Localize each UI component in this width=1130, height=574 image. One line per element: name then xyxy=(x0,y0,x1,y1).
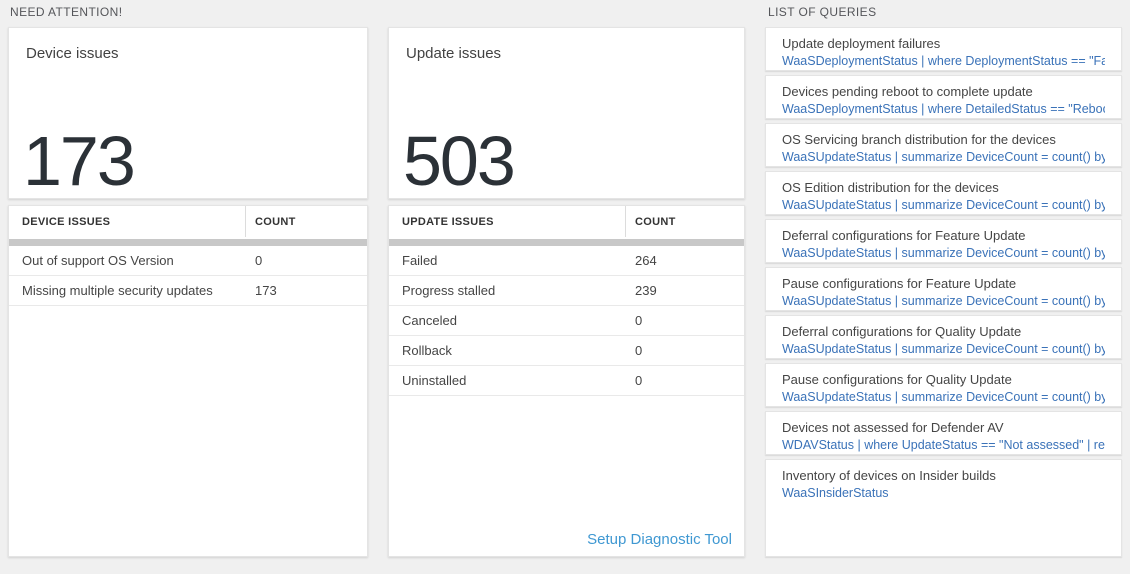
row-label: Out of support OS Version xyxy=(22,253,174,268)
query-kusto-text: WaaSUpdateStatus | summarize DeviceCount… xyxy=(782,246,1105,260)
query-kusto-text: WaaSUpdateStatus | summarize DeviceCount… xyxy=(782,390,1105,404)
device-table-header-issues: DEVICE ISSUES xyxy=(9,206,246,237)
query-list-item[interactable]: Deferral configurations for Quality Upda… xyxy=(765,315,1122,359)
table-row[interactable]: Missing multiple security updates 173 xyxy=(9,276,367,306)
query-title: Devices pending reboot to complete updat… xyxy=(782,84,1033,99)
horizontal-scrollbar[interactable] xyxy=(389,239,744,246)
row-count: 239 xyxy=(635,283,657,298)
need-attention-header: NEED ATTENTION! xyxy=(10,5,123,19)
table-row[interactable]: Canceled 0 xyxy=(389,306,744,336)
query-list-item[interactable]: Pause configurations for Feature Update … xyxy=(765,267,1122,311)
update-issues-title: Update issues xyxy=(406,45,502,62)
update-table-header-count: COUNT xyxy=(635,215,676,228)
query-list-item[interactable]: Inventory of devices on Insider builds W… xyxy=(765,459,1122,557)
query-list-item[interactable]: Devices not assessed for Defender AV WDA… xyxy=(765,411,1122,455)
query-kusto-text: WDAVStatus | where UpdateStatus == "Not … xyxy=(782,438,1105,452)
horizontal-scrollbar[interactable] xyxy=(9,239,367,246)
row-label: Missing multiple security updates xyxy=(22,283,213,298)
query-list-item[interactable]: Deferral configurations for Feature Upda… xyxy=(765,219,1122,263)
query-kusto-text: WaaSUpdateStatus | summarize DeviceCount… xyxy=(782,150,1105,164)
query-kusto-text: WaaSDeploymentStatus | where DeploymentS… xyxy=(782,54,1105,68)
row-count: 0 xyxy=(635,343,643,358)
device-issues-title: Device issues xyxy=(26,45,119,62)
device-issues-table: DEVICE ISSUES COUNT Out of support OS Ve… xyxy=(8,205,368,557)
device-issues-count: 173 xyxy=(23,122,136,200)
row-count: 0 xyxy=(635,373,643,388)
query-list-item[interactable]: OS Edition distribution for the devices … xyxy=(765,171,1122,215)
row-count: 264 xyxy=(635,253,657,268)
update-table-header-issues: UPDATE ISSUES xyxy=(389,206,626,237)
query-list-item[interactable]: Devices pending reboot to complete updat… xyxy=(765,75,1122,119)
query-title: Pause configurations for Quality Update xyxy=(782,372,1012,387)
device-table-header-count: COUNT xyxy=(255,215,296,228)
setup-diagnostic-tool-link[interactable]: Setup Diagnostic Tool xyxy=(587,531,732,548)
row-label: Failed xyxy=(402,253,438,268)
query-kusto-text: WaaSUpdateStatus | summarize DeviceCount… xyxy=(782,294,1105,308)
query-title: Inventory of devices on Insider builds xyxy=(782,468,996,483)
row-label: Uninstalled xyxy=(402,373,467,388)
table-row[interactable]: Uninstalled 0 xyxy=(389,366,744,396)
list-of-queries-header: LIST OF QUERIES xyxy=(768,5,877,19)
row-count: 0 xyxy=(635,313,643,328)
query-list-item[interactable]: Pause configurations for Quality Update … xyxy=(765,363,1122,407)
row-label: Canceled xyxy=(402,313,457,328)
row-label: Rollback xyxy=(402,343,452,358)
query-kusto-text: WaaSInsiderStatus xyxy=(782,486,889,500)
query-list-item[interactable]: Update deployment failures WaaSDeploymen… xyxy=(765,27,1122,71)
device-table-header: DEVICE ISSUES COUNT xyxy=(9,206,367,237)
query-kusto-text: WaaSUpdateStatus | summarize DeviceCount… xyxy=(782,342,1105,356)
query-kusto-text: WaaSDeploymentStatus | where DetailedSta… xyxy=(782,102,1105,116)
device-issues-tile[interactable]: Device issues 173 xyxy=(8,27,368,199)
query-list-item[interactable]: OS Servicing branch distribution for the… xyxy=(765,123,1122,167)
update-table-body: Failed 264 Progress stalled 239 Canceled… xyxy=(389,246,744,396)
table-row[interactable]: Out of support OS Version 0 xyxy=(9,246,367,276)
table-row[interactable]: Rollback 0 xyxy=(389,336,744,366)
row-count: 173 xyxy=(255,283,277,298)
query-title: Deferral configurations for Feature Upda… xyxy=(782,228,1026,243)
update-issues-count: 503 xyxy=(403,122,516,200)
table-row[interactable]: Failed 264 xyxy=(389,246,744,276)
update-issues-table: UPDATE ISSUES COUNT Failed 264 Progress … xyxy=(388,205,745,557)
row-count: 0 xyxy=(255,253,263,268)
row-label: Progress stalled xyxy=(402,283,496,298)
table-row[interactable]: Progress stalled 239 xyxy=(389,276,744,306)
query-kusto-text: WaaSUpdateStatus | summarize DeviceCount… xyxy=(782,198,1105,212)
update-issues-tile[interactable]: Update issues 503 xyxy=(388,27,745,199)
query-title: Update deployment failures xyxy=(782,36,941,51)
list-of-queries-panel: Update deployment failures WaaSDeploymen… xyxy=(765,27,1122,557)
query-title: Pause configurations for Feature Update xyxy=(782,276,1017,291)
update-table-header: UPDATE ISSUES COUNT xyxy=(389,206,744,237)
device-table-body: Out of support OS Version 0 Missing mult… xyxy=(9,246,367,306)
query-title: OS Edition distribution for the devices xyxy=(782,180,999,195)
query-title: OS Servicing branch distribution for the… xyxy=(782,132,1056,147)
query-title: Deferral configurations for Quality Upda… xyxy=(782,324,1022,339)
query-title: Devices not assessed for Defender AV xyxy=(782,420,1004,435)
